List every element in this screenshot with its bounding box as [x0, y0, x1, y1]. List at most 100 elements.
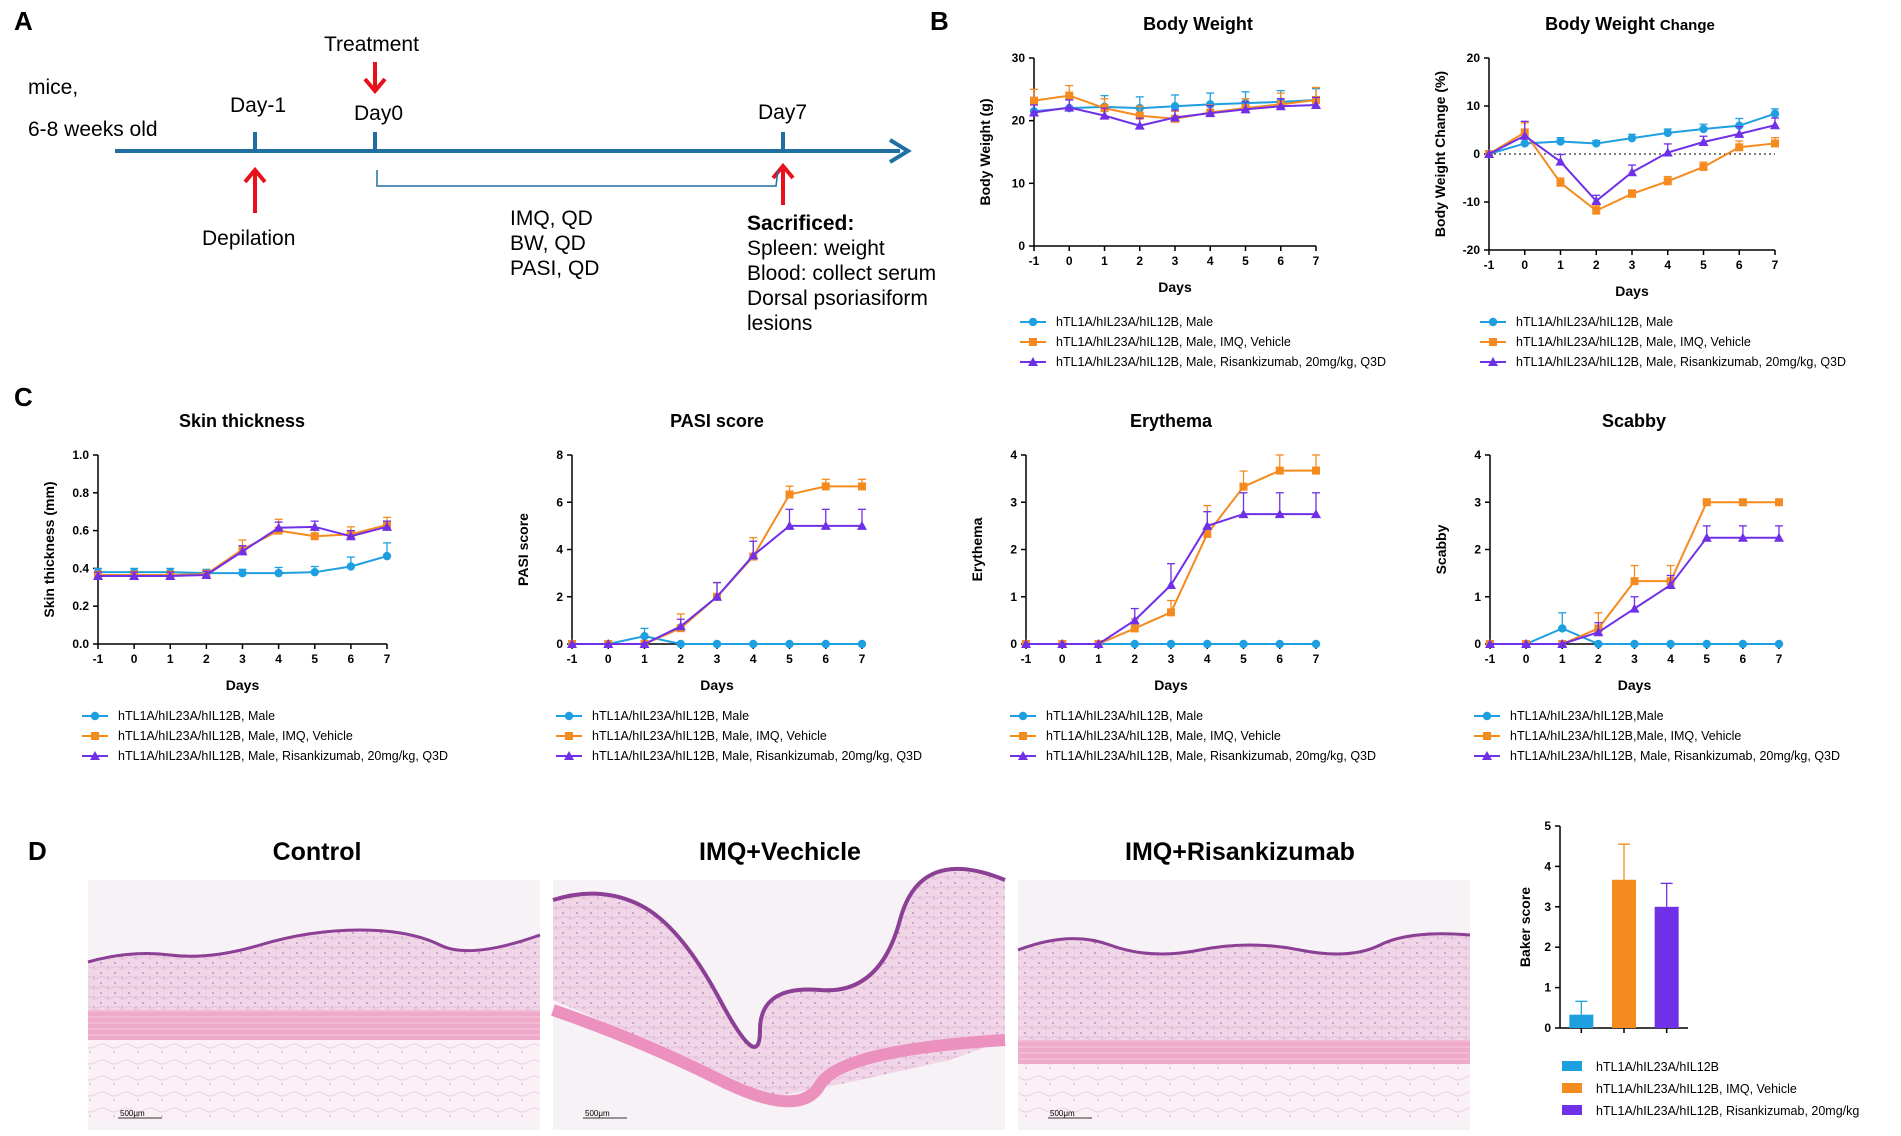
x-tick-label: 1 — [167, 652, 174, 666]
data-point — [1665, 579, 1676, 589]
sacrificed-item-4: lesions — [747, 312, 812, 335]
y-tick-label: -10 — [1463, 195, 1481, 209]
data-point — [310, 567, 319, 577]
data-point — [1557, 639, 1568, 648]
legend-label: hTL1A/hIL23A/hIL12B — [1596, 1060, 1719, 1074]
legend-item: hTL1A/hIL23A/hIL12B, Risankizumab, 20mg/… — [1562, 1104, 1859, 1118]
x-tick-label: 4 — [1664, 258, 1671, 272]
x-tick-label: 5 — [1700, 258, 1707, 272]
series-2 — [1022, 454, 1320, 648]
data-point — [1627, 167, 1637, 177]
x-tick-label: 3 — [1172, 254, 1179, 268]
x-tick-label: 7 — [1772, 258, 1779, 272]
legend-item: hTL1A/hIL23A/hIL12B, Male, Risankizumab,… — [1010, 749, 1376, 763]
data-point — [309, 521, 320, 531]
svg-text:500μm: 500μm — [585, 1109, 610, 1118]
legend-item: hTL1A/hIL23A/hIL12B, Male, Risankizumab,… — [82, 749, 448, 763]
data-point — [1627, 133, 1637, 143]
sacrificed-title: Sacrificed: — [747, 212, 854, 235]
series-3 — [1029, 96, 1321, 130]
data-point — [1519, 130, 1530, 140]
legend-item: hTL1A/hIL23A/hIL12B, Male — [1480, 315, 1673, 329]
x-axis-label: Days — [1615, 283, 1649, 299]
data-point — [1774, 532, 1784, 542]
y-tick-label: 1 — [1474, 590, 1481, 604]
timeline-depilation-label: Depilation — [202, 227, 295, 250]
data-point — [1099, 110, 1110, 120]
x-tick-label: 3 — [239, 652, 246, 666]
y-tick-label: 20 — [1012, 114, 1026, 128]
chart-erythema: Erythema 0 1 2 3 4 -1 0 1 2 3 4 5 6 7 Days Erythema hTL1A… — [969, 411, 1376, 763]
timeline-arrowhead — [888, 138, 912, 164]
data-point — [1738, 498, 1747, 507]
data-point — [1167, 608, 1175, 617]
y-tick-label: 1.0 — [72, 448, 89, 462]
x-tick-label: -1 — [567, 652, 578, 666]
x-tick-label: 2 — [1136, 254, 1143, 268]
y-tick-label: 0.0 — [72, 637, 89, 651]
x-tick-label: 3 — [1631, 652, 1638, 666]
y-axis-label: Body Weight Change (%) — [1432, 71, 1448, 237]
legend-label: hTL1A/hIL23A/hIL12B, Male — [592, 709, 749, 723]
x-axis-label: Days — [226, 677, 260, 693]
data-point — [784, 520, 795, 530]
series-2 — [1486, 498, 1783, 648]
data-point — [1737, 532, 1748, 542]
data-point — [675, 621, 686, 631]
data-point — [749, 639, 758, 649]
legend-marker — [1029, 338, 1037, 346]
legend-label: hTL1A/hIL23A/hIL12B, IMQ, Vehicle — [1596, 1082, 1797, 1096]
chart-title: Erythema — [1130, 411, 1213, 431]
data-point — [1129, 615, 1140, 625]
legend-marker — [90, 711, 100, 721]
data-point — [1130, 624, 1139, 633]
legend-marker — [91, 732, 99, 740]
x-tick-label: 7 — [1313, 652, 1320, 666]
data-point — [165, 570, 176, 580]
legend-item: hTL1A/hIL23A/hIL12B, IMQ, Vehicle — [1562, 1082, 1797, 1096]
y-tick-label: 0.4 — [72, 561, 89, 575]
data-point — [1594, 639, 1603, 649]
data-point — [1485, 639, 1495, 648]
series-1 — [567, 627, 867, 649]
y-tick-label: 2 — [556, 590, 563, 604]
x-tick-label: 5 — [1240, 652, 1247, 666]
data-point — [1701, 532, 1712, 542]
histology-image-vehicle: 500μm — [551, 866, 1006, 1130]
data-point — [785, 639, 794, 649]
legend-marker — [1018, 711, 1028, 721]
y-tick-label: 30 — [1012, 51, 1026, 65]
data-point — [1628, 189, 1636, 198]
data-point — [1558, 624, 1567, 633]
y-tick-label: 3 — [1544, 900, 1551, 914]
data-point — [1065, 91, 1074, 100]
x-tick-label: 6 — [1277, 254, 1284, 268]
y-axis-label: PASI score — [515, 513, 531, 586]
panel-a-timeline: A mice, 6-8 weeks old Day-1 Day0 Day7 Tr… — [14, 6, 936, 335]
x-tick-label: 3 — [1629, 258, 1636, 272]
legend-item: hTL1A/hIL23A/hIL12B, Male — [1010, 709, 1203, 723]
data-point — [639, 639, 650, 648]
legend-label: hTL1A/hIL23A/hIL12B, Male, IMQ, Vehicle — [1516, 335, 1751, 349]
x-tick-label: 7 — [1313, 254, 1320, 268]
data-point — [567, 639, 577, 648]
data-point — [1312, 466, 1320, 475]
data-point — [1029, 107, 1039, 117]
data-point — [821, 639, 830, 649]
x-tick-label: 0 — [1066, 254, 1073, 268]
legend-label: hTL1A/hIL23A/hIL12B,Male — [1510, 709, 1664, 723]
data-point — [1698, 137, 1709, 146]
y-tick-label: 2 — [1544, 940, 1551, 954]
histology-title-risankizumab: IMQ+Risankizumab — [1125, 838, 1355, 866]
x-tick-label: 0 — [1523, 652, 1530, 666]
histology-image-risankizumab: 500μm — [1017, 880, 1471, 1130]
legend-marker — [1488, 317, 1498, 327]
data-point — [676, 639, 685, 649]
y-tick-label: 3 — [1474, 495, 1481, 509]
x-axis-label: Days — [1158, 279, 1192, 295]
svg-text:500μm: 500μm — [1050, 1109, 1075, 1118]
x-tick-label: 2 — [1595, 652, 1602, 666]
x-tick-label: 4 — [1207, 254, 1214, 268]
panel-label-c: C — [14, 382, 33, 412]
dosing-line-2: BW, QD — [510, 232, 586, 255]
